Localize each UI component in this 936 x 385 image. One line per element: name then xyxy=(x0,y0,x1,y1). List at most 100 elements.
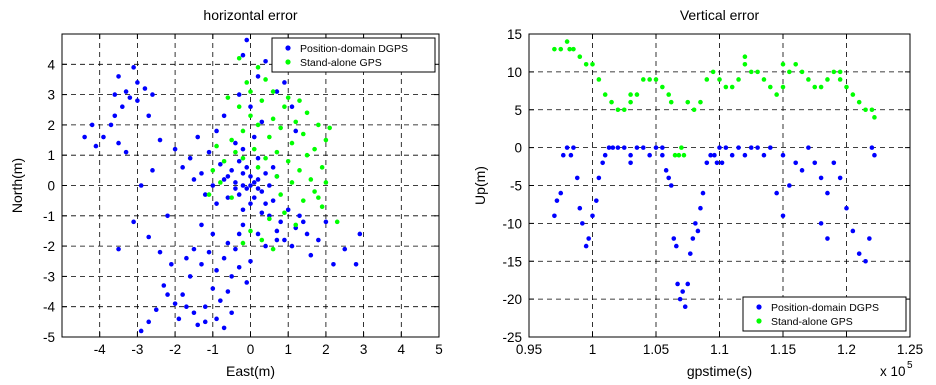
data-point xyxy=(165,292,170,297)
data-point xyxy=(552,46,557,52)
data-point xyxy=(812,160,818,166)
data-point xyxy=(270,89,276,94)
data-point xyxy=(666,175,671,181)
data-point xyxy=(806,77,811,82)
data-point xyxy=(297,213,302,219)
data-point xyxy=(685,281,691,287)
data-point xyxy=(218,180,223,185)
data-point xyxy=(647,152,652,158)
data-point xyxy=(127,95,133,100)
x-tick-label: -3 xyxy=(131,342,143,357)
data-point xyxy=(259,98,265,103)
data-point xyxy=(108,122,114,128)
data-point xyxy=(150,92,155,97)
data-point xyxy=(850,228,856,234)
data-point xyxy=(248,174,253,179)
chart1-series-standalone xyxy=(552,39,877,158)
data-point xyxy=(628,160,633,166)
chart0-title: horizontal error xyxy=(203,7,297,23)
data-point xyxy=(89,122,95,128)
y-tick-label: -2 xyxy=(43,239,55,254)
data-point xyxy=(278,192,283,197)
data-point xyxy=(282,80,287,85)
data-point xyxy=(225,95,231,100)
data-point xyxy=(571,145,576,150)
data-point xyxy=(316,122,321,128)
data-point xyxy=(267,134,272,140)
data-point xyxy=(210,231,216,237)
y-tick-label: 4 xyxy=(47,57,55,72)
data-point xyxy=(634,92,640,97)
data-point xyxy=(594,198,599,203)
data-point xyxy=(717,77,722,82)
data-point xyxy=(263,243,268,249)
data-point xyxy=(304,231,310,237)
data-point xyxy=(251,195,257,200)
data-point xyxy=(323,137,329,143)
data-point xyxy=(641,77,646,82)
data-point xyxy=(240,155,246,161)
data-point xyxy=(293,119,299,125)
data-point xyxy=(195,134,201,140)
data-point xyxy=(300,131,306,137)
data-point xyxy=(195,322,201,328)
data-point xyxy=(236,104,242,110)
data-point xyxy=(278,125,283,131)
data-point xyxy=(700,190,706,196)
x-tick-label: -4 xyxy=(94,342,106,357)
data-point xyxy=(267,216,272,222)
data-point xyxy=(289,180,295,185)
data-point xyxy=(251,180,257,185)
data-point xyxy=(123,89,129,94)
data-point xyxy=(787,183,792,188)
data-point xyxy=(244,37,250,43)
data-point xyxy=(693,221,698,226)
data-point xyxy=(214,201,219,206)
data-point xyxy=(251,134,257,140)
data-point xyxy=(755,145,760,150)
data-point xyxy=(259,210,265,216)
y-tick-label: 10 xyxy=(507,65,522,80)
data-point xyxy=(564,39,570,44)
data-point xyxy=(172,301,178,306)
data-point xyxy=(255,122,261,128)
data-point xyxy=(221,325,227,331)
data-point xyxy=(240,207,246,213)
chart1-y-axis-label: Up(m) xyxy=(472,166,488,205)
data-point xyxy=(146,113,152,119)
data-point xyxy=(768,145,773,150)
data-point xyxy=(248,201,253,206)
data-point xyxy=(863,258,868,264)
data-point xyxy=(123,149,129,155)
data-point xyxy=(248,104,253,110)
data-point xyxy=(206,249,212,255)
data-point xyxy=(304,110,310,116)
data-point xyxy=(225,289,231,294)
x-tick-label: -1 xyxy=(207,342,219,357)
y-tick-label: -1 xyxy=(43,209,55,224)
data-point xyxy=(244,80,250,85)
data-point xyxy=(558,190,564,196)
x-tick-label: 1 xyxy=(589,342,597,357)
data-point xyxy=(225,195,231,200)
data-point xyxy=(274,89,280,94)
data-point xyxy=(780,152,786,158)
data-point xyxy=(255,155,261,161)
data-point xyxy=(293,128,299,134)
data-point xyxy=(668,183,674,188)
x-tick-label: 0.95 xyxy=(516,342,542,357)
legend-marker xyxy=(756,318,762,324)
data-point xyxy=(165,213,170,219)
data-point xyxy=(255,165,261,170)
data-point xyxy=(270,246,276,252)
data-point xyxy=(660,152,665,158)
data-point xyxy=(199,261,204,267)
data-point xyxy=(628,99,633,105)
data-point xyxy=(799,69,805,75)
data-point xyxy=(225,174,231,179)
data-point xyxy=(869,145,875,150)
data-point xyxy=(856,251,862,256)
data-point xyxy=(761,77,767,82)
data-point xyxy=(660,84,665,90)
data-point xyxy=(214,128,219,134)
